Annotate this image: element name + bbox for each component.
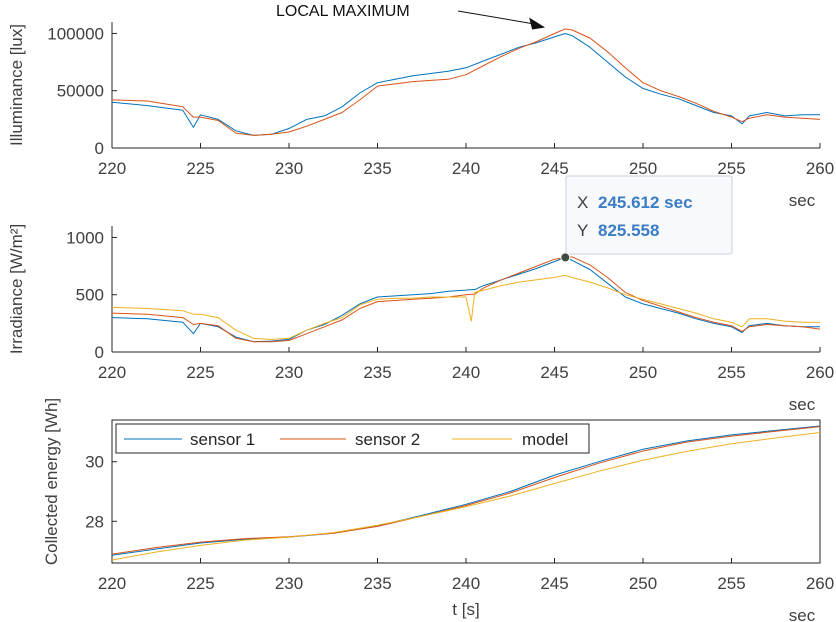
x-tick-label: 260 (806, 363, 834, 382)
x-tick-label: 235 (363, 363, 391, 382)
y-tick-label: 50000 (57, 82, 104, 101)
x-tick-label: 240 (452, 574, 480, 593)
x-tick-label: 230 (275, 363, 303, 382)
x-tick-label: 260 (806, 159, 834, 178)
series-line-model (112, 432, 820, 561)
x-tick-label: 260 (806, 574, 834, 593)
chart-panel-1: 220 225 230 235 240 245 250 255 260 sec 0 50000 1000… (7, 3, 834, 210)
x-tick-label: 220 (98, 574, 126, 593)
x-tick-label: 225 (186, 159, 214, 178)
legend-label-model: model (522, 430, 568, 449)
x-axis-label: t [s] (452, 600, 479, 619)
series-group (112, 256, 820, 343)
y-axis-label: Irradiance [W/m²] (7, 224, 26, 354)
series-line-sensor-1 (112, 257, 820, 343)
datatip-y-value: 825.558 (598, 221, 659, 240)
y-tick-label: 500 (76, 286, 104, 305)
x-unit-label: sec (789, 606, 816, 622)
x-tick-label: 250 (629, 159, 657, 178)
x-tick-label: 220 (98, 363, 126, 382)
y-tick-label: 0 (95, 139, 104, 158)
x-tick-label: 245 (540, 159, 568, 178)
y-tick-label: 1000 (66, 228, 104, 247)
annotation-label: LOCAL MAXIMUM (276, 3, 410, 20)
legend-label-sensor-2: sensor 2 (355, 430, 420, 449)
annotation-arrow-line (457, 10, 538, 25)
x-tick-label: 235 (363, 159, 391, 178)
x-tick-label: 245 (540, 363, 568, 382)
annotation-arrowhead (529, 17, 546, 30)
series-group (112, 28, 820, 136)
x-tick-label: 255 (717, 363, 745, 382)
datatip-marker (560, 252, 571, 263)
chart-panel-2: 220 225 230 235 240 245 250 255 260 sec 0 500 1000 Ir… (7, 175, 834, 414)
series-group (112, 425, 820, 561)
x-tick-label: 255 (717, 574, 745, 593)
x-tick-label: 240 (452, 363, 480, 382)
y-tick-label: 0 (95, 343, 104, 362)
x-tick-label: 245 (540, 574, 568, 593)
x-tick-label: 240 (452, 159, 480, 178)
x-tick-label: 255 (717, 159, 745, 178)
x-tick-label: 220 (98, 159, 126, 178)
legend-label-sensor-1: sensor 1 (190, 430, 255, 449)
datatip-box (565, 175, 733, 255)
x-unit-label: sec (789, 395, 816, 414)
series-line-sensor-1 (112, 425, 820, 556)
x-tick-label: 230 (275, 574, 303, 593)
x-tick-label: 225 (186, 574, 214, 593)
chart-panel-3: 220 225 230 235 240 245 250 255 260 sec 28 30 Collec… (42, 398, 834, 622)
y-axis-label: Illuminance [lux] (7, 24, 26, 146)
datatip: X 245.612 sec Y 825.558 (560, 175, 733, 263)
legend-box (115, 423, 590, 454)
x-tick-label: 225 (186, 363, 214, 382)
series-line-sensor-2 (112, 426, 820, 555)
y-tick-label: 30 (85, 453, 104, 472)
x-tick-label: 235 (363, 574, 391, 593)
y-tick-label: 100000 (47, 24, 104, 43)
datatip-x-key: X (577, 193, 588, 212)
x-unit-label: sec (789, 191, 816, 210)
datatip-x-value: 245.612 sec (598, 193, 693, 212)
y-tick-label: 28 (85, 512, 104, 531)
x-tick-label: 250 (629, 363, 657, 382)
y-axis-label: Collected energy [Wh] (42, 398, 61, 565)
x-tick-label: 230 (275, 159, 303, 178)
series-line-model (112, 274, 820, 340)
series-line-sensor-2 (112, 28, 820, 136)
datatip-y-key: Y (577, 221, 588, 240)
x-tick-label: 250 (629, 574, 657, 593)
legend: sensor 1 sensor 2 model (115, 423, 590, 454)
